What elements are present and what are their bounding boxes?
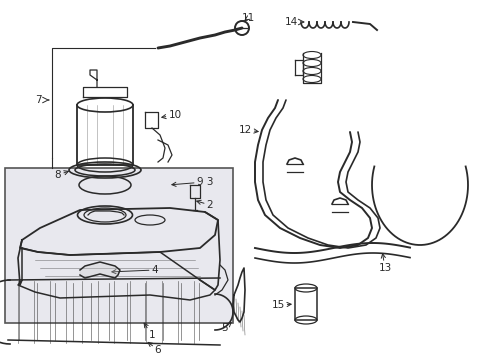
Text: 9 3: 9 3 [171, 177, 213, 187]
Text: 2: 2 [196, 200, 213, 210]
Polygon shape [80, 262, 120, 278]
Text: 10: 10 [162, 110, 181, 120]
Text: 6: 6 [148, 342, 161, 355]
Text: 4: 4 [112, 265, 158, 275]
Text: 1: 1 [144, 323, 155, 340]
Text: 8: 8 [55, 170, 68, 180]
Text: 7: 7 [35, 95, 42, 105]
Text: 12: 12 [238, 125, 258, 135]
Text: 15: 15 [271, 300, 290, 310]
Text: 11: 11 [241, 13, 254, 23]
Text: 14: 14 [284, 17, 297, 27]
Text: 5: 5 [221, 323, 231, 333]
Text: 13: 13 [378, 254, 391, 273]
Bar [5, 168, 232, 323]
